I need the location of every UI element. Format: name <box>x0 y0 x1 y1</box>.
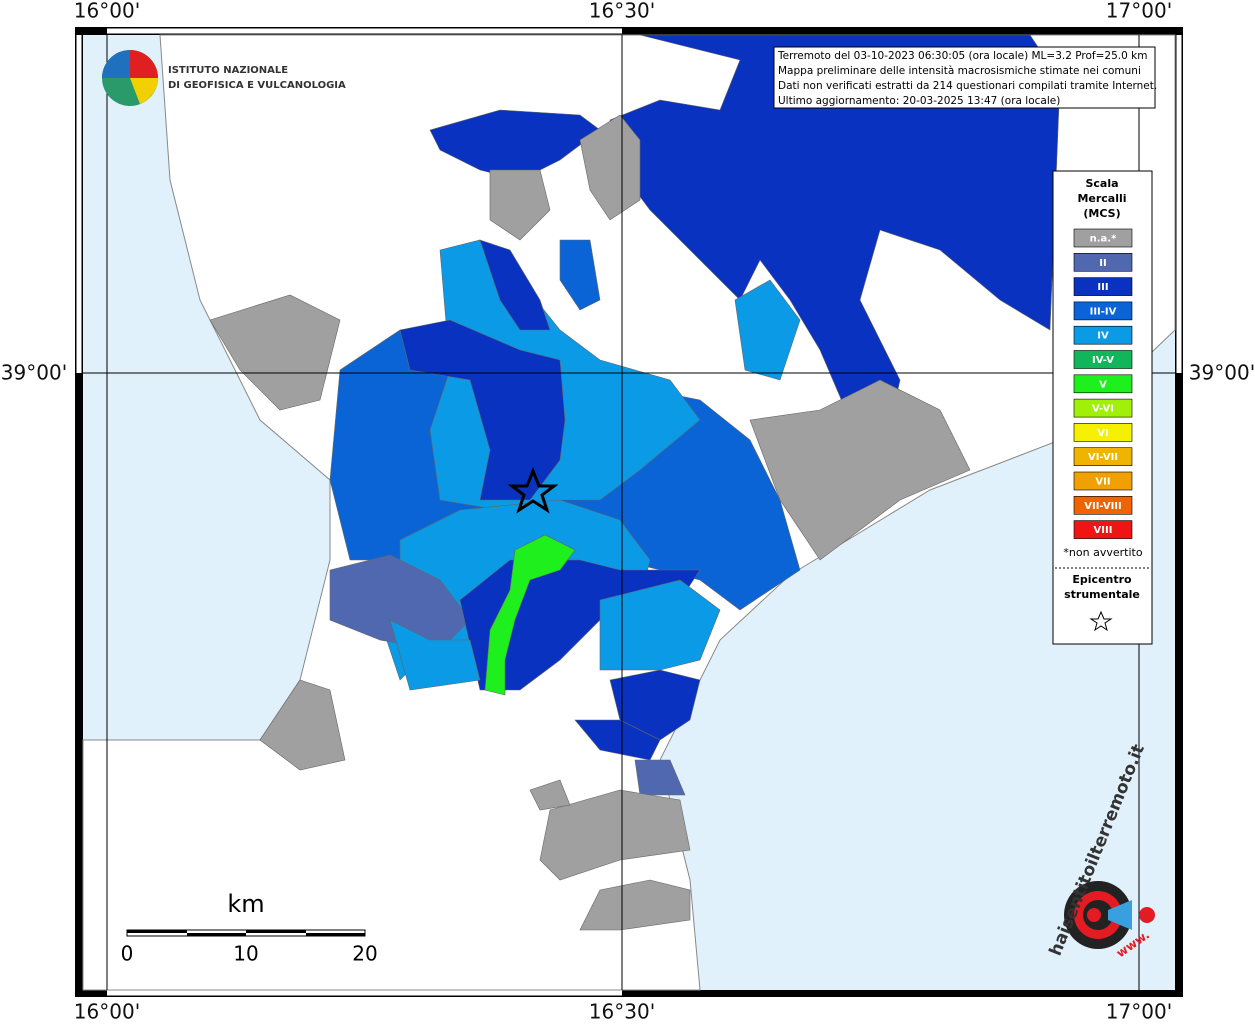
coord-label: 16°00' <box>74 0 140 23</box>
info-line: Dati non verificati estratti da 214 ques… <box>778 80 1157 92</box>
legend: Scala Mercalli (MCS) *non avvertito Epic… <box>1052 170 1153 645</box>
scale-label: 20 <box>352 942 377 966</box>
legend-title: Mercalli <box>1077 192 1126 205</box>
coord-label: 39°00' <box>1 361 67 385</box>
legend-swatch <box>1073 374 1133 394</box>
legend-swatch <box>1073 301 1133 321</box>
frame-ticks <box>76 28 1182 996</box>
scale-label: 0 <box>121 942 134 966</box>
scale-bar <box>126 929 366 937</box>
epicenter <box>507 466 559 514</box>
legend-swatch <box>1073 423 1133 442</box>
legend-label: IV-V <box>1092 355 1114 366</box>
legend-label: II <box>1099 258 1106 269</box>
coord-label: 16°00' <box>74 1000 140 1024</box>
legend-label: VI-VII <box>1088 452 1118 463</box>
info-line: Terremoto del 03-10-2023 06:30:05 (ora l… <box>777 50 1147 62</box>
legend-swatch <box>1073 253 1133 272</box>
legend-title: (MCS) <box>1083 207 1120 220</box>
site-logo <box>1064 881 1155 949</box>
legend-label: III <box>1097 282 1108 293</box>
legend-label: VII-VIII <box>1084 501 1122 512</box>
epicenter-label: Epicentro <box>1072 573 1132 586</box>
coord-label: 17°00' <box>1106 0 1172 23</box>
institute-name: DI GEOFISICA E VULCANOLOGIA <box>168 80 346 91</box>
scale-label: 10 <box>233 942 258 966</box>
legend-swatch <box>1073 447 1133 467</box>
coord-label: 17°00' <box>1106 1000 1172 1024</box>
legend-label: IV <box>1097 331 1109 342</box>
legend-label: III-IV <box>1090 306 1117 317</box>
legend-label: VII <box>1095 477 1110 488</box>
legend-title: Scala <box>1085 177 1118 190</box>
info-line: Mappa preliminare delle intensità macros… <box>778 65 1141 77</box>
info-box <box>773 46 1156 109</box>
ingv-logo <box>102 50 158 106</box>
legend-swatch <box>1073 350 1133 369</box>
epicenter-symbol <box>1089 610 1113 632</box>
legend-swatch <box>1073 520 1133 539</box>
coord-label: 39°00' <box>1189 361 1255 385</box>
legend-swatch <box>1073 277 1133 296</box>
epicenter-label: strumentale <box>1064 588 1140 601</box>
legend-label: VIII <box>1094 525 1113 536</box>
legend-swatch <box>1073 495 1133 515</box>
coord-label: 16°30' <box>589 1000 655 1024</box>
legend-label: VI <box>1097 428 1108 439</box>
institute-name: ISTITUTO NAZIONALE <box>168 65 288 76</box>
info-line: Ultimo aggiornamento: 20-03-2025 13:47 (… <box>778 95 1060 107</box>
legend-label: n.a.* <box>1090 234 1117 245</box>
legend-swatch <box>1073 398 1133 418</box>
legend-swatch <box>1073 325 1133 345</box>
legend-swatch <box>1073 471 1133 491</box>
legend-label: V-VI <box>1092 404 1114 415</box>
legend-swatch <box>1073 228 1133 248</box>
legend-label: V <box>1099 379 1107 390</box>
scale-unit: km <box>227 890 264 918</box>
regions <box>209 34 1061 931</box>
legend-note: *non avvertito <box>1063 546 1142 559</box>
coord-label: 16°30' <box>589 0 655 23</box>
